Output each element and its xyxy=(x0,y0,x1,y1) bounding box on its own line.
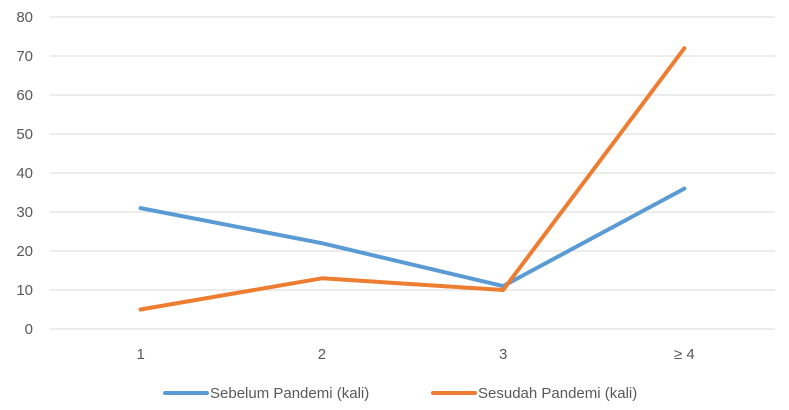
x-axis-tick-labels: 1 2 3 ≥ 4 xyxy=(136,346,694,363)
y-tick-label: 20 xyxy=(16,243,33,260)
y-axis-tick-labels: 0 10 20 30 40 50 60 70 80 xyxy=(16,9,33,338)
y-tick-label: 50 xyxy=(16,126,33,143)
series-lines xyxy=(141,48,685,309)
x-tick-label: ≥ 4 xyxy=(674,346,695,363)
legend-label: Sesudah Pandemi (kali) xyxy=(478,385,637,402)
x-tick-label: 1 xyxy=(136,346,144,363)
y-tick-label: 10 xyxy=(16,282,33,299)
y-tick-label: 0 xyxy=(25,321,33,338)
y-tick-label: 60 xyxy=(16,87,33,104)
legend-label: Sebelum Pandemi (kali) xyxy=(210,385,369,402)
y-tick-label: 30 xyxy=(16,204,33,221)
x-tick-label: 3 xyxy=(499,346,507,363)
y-tick-label: 40 xyxy=(16,165,33,182)
y-tick-label: 80 xyxy=(16,9,33,26)
x-tick-label: 2 xyxy=(318,346,326,363)
series-line-sesudah xyxy=(141,48,685,309)
legend: Sebelum Pandemi (kali) Sesudah Pandemi (k… xyxy=(165,385,637,402)
y-tick-label: 70 xyxy=(16,48,33,65)
series-line-sebelum xyxy=(141,189,685,287)
